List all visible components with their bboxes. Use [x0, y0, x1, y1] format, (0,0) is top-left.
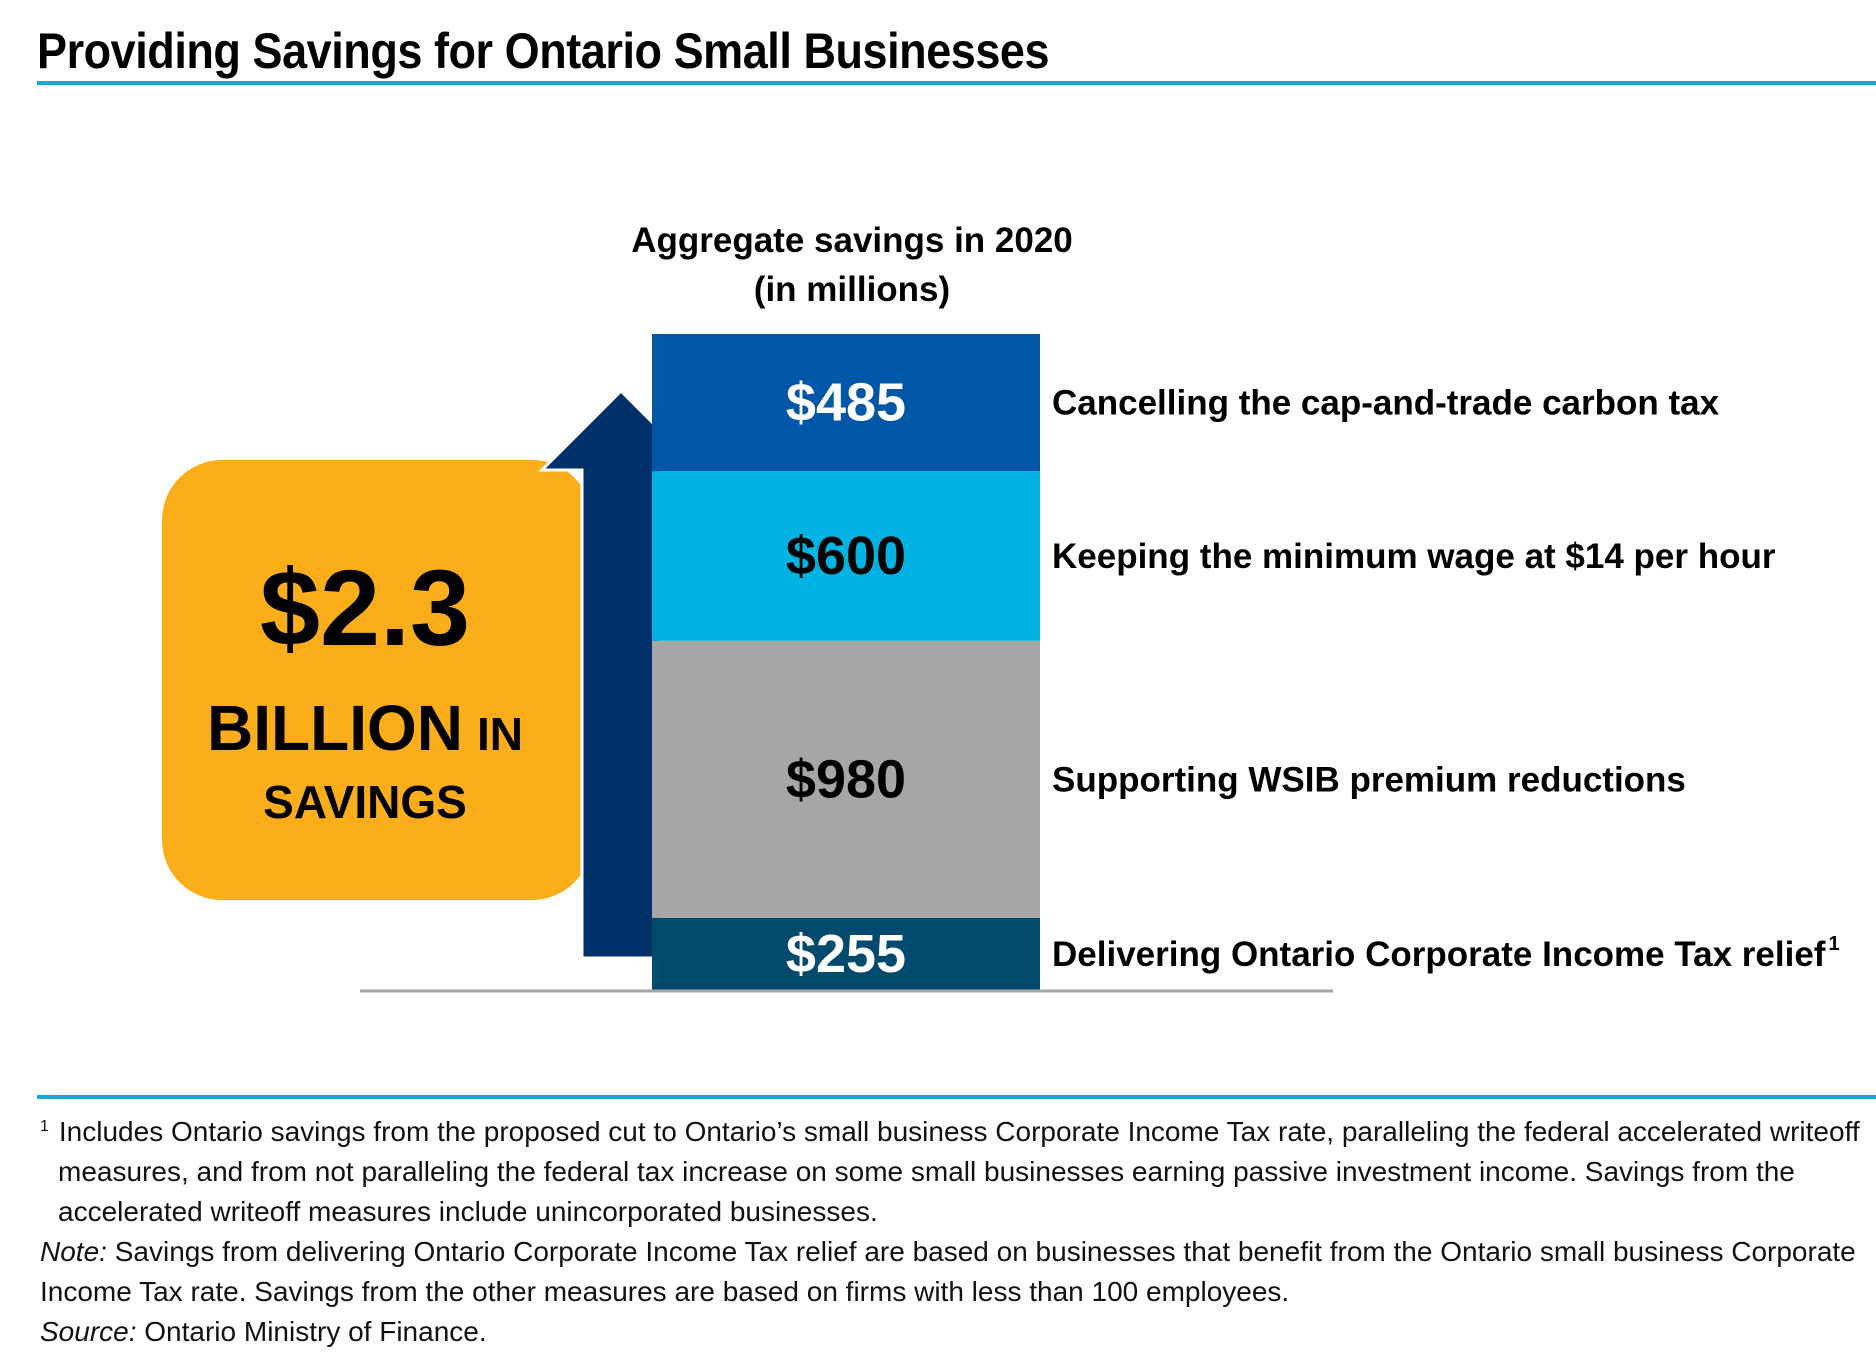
source-label: Source:: [40, 1316, 137, 1347]
total-savings-callout: [162, 460, 592, 900]
bar-value-label-3: $485: [786, 373, 906, 433]
bar-stack: [652, 334, 1040, 990]
note: Note: Savings from delivering Ontario Co…: [40, 1232, 1870, 1312]
series-label-2: Keeping the minimum wage at $14 per hour: [1052, 537, 1776, 576]
bar-segment-1: [652, 640, 1040, 918]
page-title: Providing Savings for Ontario Small Busi…: [37, 23, 1050, 79]
footnote-1-text: Includes Ontario savings from the propos…: [58, 1116, 1860, 1227]
stacked-savings-chart: Aggregate savings in 2020 (in millions) …: [162, 221, 1840, 993]
series-labels: $255 Delivering Ontario Corporate Income …: [786, 373, 1840, 984]
callout-billion-line: BILLION IN: [207, 692, 523, 764]
source: Source: Ontario Ministry of Finance.: [40, 1312, 1870, 1352]
footnote-1-marker: 1: [40, 1117, 49, 1135]
note-label: Note:: [40, 1236, 107, 1267]
bar-value-label-1: $980: [786, 749, 906, 809]
series-label-0: Delivering Ontario Corporate Income Tax …: [1052, 933, 1840, 974]
title-underline: [37, 81, 1876, 85]
bar-segment-3: [652, 334, 1040, 472]
series-label-superscript-0: 1: [1828, 933, 1839, 955]
chart-title: Aggregate savings in 2020: [631, 221, 1073, 260]
callout-in: IN: [477, 708, 523, 760]
bar-value-label-2: $600: [786, 526, 906, 586]
bar-segment-0: [652, 917, 1040, 990]
bar-value-label-0: $255: [786, 924, 906, 984]
source-text: Ontario Ministry of Finance.: [144, 1316, 487, 1347]
footnotes: 1 Includes Ontario savings from the propo…: [40, 1112, 1870, 1352]
callout-amount: $2.3: [260, 547, 470, 668]
callout-billion: BILLION: [207, 692, 463, 764]
chart-subtitle: (in millions): [754, 270, 950, 309]
callout-savings: SAVINGS: [263, 776, 467, 828]
series-label-1: Supporting WSIB premium reductions: [1052, 760, 1686, 799]
bar-segment-2: [652, 471, 1040, 641]
footnote-divider: [37, 1095, 1876, 1099]
note-text: Savings from delivering Ontario Corporat…: [40, 1236, 1856, 1307]
footnote-1: 1 Includes Ontario savings from the propo…: [40, 1112, 1870, 1232]
series-label-3: Cancelling the cap-and-trade carbon tax: [1052, 384, 1720, 423]
